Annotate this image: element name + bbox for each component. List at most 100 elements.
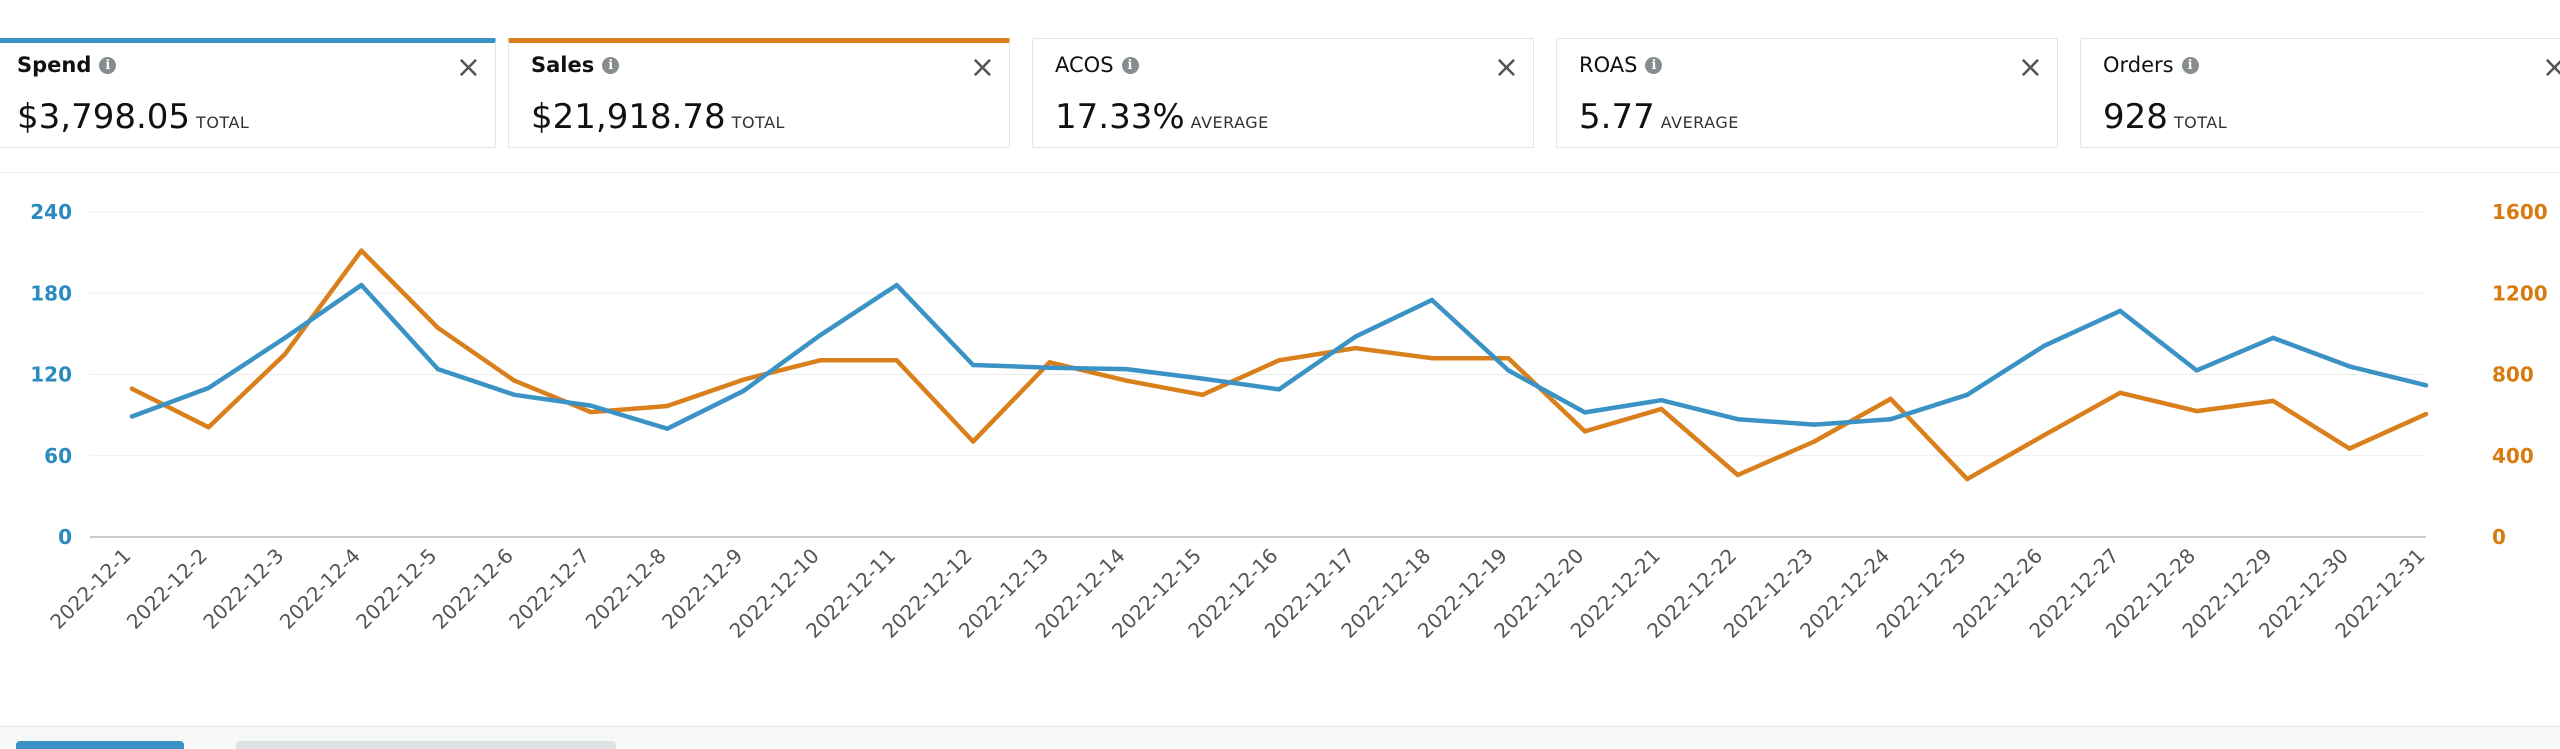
data-point-sales (512, 378, 517, 383)
x-tick-label: 2022-12-3 (198, 544, 288, 634)
data-point-spend (435, 366, 441, 372)
y-right-tick-label: 400 (2492, 444, 2534, 468)
data-point-spend (588, 403, 593, 408)
metric-tile-orders[interactable]: Orders i × 928 TOTAL (2080, 38, 2560, 148)
tile-value: $3,798.05 (17, 97, 191, 137)
data-point-spend (1506, 368, 1511, 373)
data-point-spend (2347, 364, 2352, 369)
tile-header: Spend i (17, 53, 117, 77)
tile-label: Sales (531, 53, 595, 77)
y-right-tick-label: 800 (2492, 363, 2534, 387)
x-tick-label: 2022-12-8 (581, 544, 671, 634)
tile-value: 928 (2103, 97, 2168, 137)
data-point-sales (588, 409, 593, 415)
data-point-sales (894, 358, 899, 363)
data-point-sales (665, 403, 670, 409)
data-point-sales (741, 377, 746, 382)
data-point-spend (1353, 334, 1358, 339)
info-icon[interactable]: i (2181, 56, 2199, 74)
data-point-spend (206, 385, 211, 391)
metric-tile-spend[interactable]: Spend i × $3,798.05 TOTAL (0, 38, 496, 148)
x-tick-label: 2022-12-6 (428, 544, 518, 634)
data-point-sales (1812, 439, 1817, 444)
tile-value: 17.33% (1055, 97, 1185, 137)
tile-suffix: TOTAL (2173, 113, 2228, 132)
data-point-sales (206, 425, 211, 430)
y-left-tick-label: 240 (30, 200, 72, 224)
tile-value-row: 5.77 AVERAGE (1579, 97, 1739, 137)
data-point-sales (359, 248, 364, 253)
data-point-sales (1888, 396, 1893, 402)
close-icon[interactable]: × (455, 50, 481, 85)
data-point-sales (435, 325, 441, 330)
data-point-spend (1582, 410, 1588, 415)
tile-header: ROAS i (1579, 53, 1663, 77)
x-tick-label: 2022-12-4 (275, 544, 365, 634)
data-point-sales (970, 439, 976, 444)
data-point-sales (2347, 446, 2352, 451)
tile-value: 5.77 (1579, 97, 1655, 137)
info-icon[interactable]: i (602, 56, 620, 74)
tile-value-row: $21,918.78 TOTAL (531, 97, 785, 137)
metric-tile-sales[interactable]: Sales i × $21,918.78 TOTAL (508, 38, 1010, 148)
data-point-spend (2041, 343, 2046, 349)
close-icon[interactable]: × (969, 50, 995, 85)
divider (0, 172, 2560, 173)
data-point-sales (1276, 358, 1282, 363)
data-point-sales (818, 358, 823, 363)
tile-suffix: AVERAGE (1660, 113, 1739, 132)
tile-value-row: 928 TOTAL (2103, 97, 2227, 137)
data-point-sales (1506, 356, 1511, 361)
data-point-spend (1200, 376, 1205, 381)
data-point-sales (1659, 406, 1664, 412)
data-point-spend (1965, 392, 1970, 398)
x-tick-label: 2022-12-5 (351, 544, 441, 634)
data-point-spend (282, 335, 288, 341)
data-point-spend (512, 392, 517, 398)
bottom-primary-button[interactable] (16, 741, 184, 749)
info-icon[interactable]: i (1645, 56, 1663, 74)
data-point-sales (129, 386, 135, 391)
data-point-spend (2117, 308, 2123, 314)
data-point-spend (1812, 422, 1817, 427)
data-point-spend (1888, 416, 1893, 422)
tile-suffix: TOTAL (731, 113, 785, 132)
info-icon[interactable]: i (99, 56, 117, 74)
data-point-spend (1276, 387, 1282, 392)
tile-label: ACOS (1055, 53, 1114, 77)
metric-tile-roas[interactable]: ROAS i × 5.77 AVERAGE (1556, 38, 2058, 148)
tile-header: ACOS i (1055, 53, 1139, 77)
close-icon[interactable]: × (1493, 50, 1519, 85)
data-point-spend (2423, 383, 2429, 388)
y-right-tick-label: 1200 (2492, 281, 2548, 305)
bottom-secondary-button[interactable] (236, 741, 616, 749)
data-point-sales (2270, 398, 2276, 404)
data-point-sales (282, 351, 288, 357)
x-tick-label: 2022-12-1 (45, 544, 135, 634)
close-icon[interactable]: × (2541, 50, 2560, 85)
info-icon[interactable]: i (1121, 56, 1139, 74)
metric-tile-acos[interactable]: ACOS i × 17.33% AVERAGE (1032, 38, 1534, 148)
data-point-spend (970, 362, 976, 368)
data-point-sales (1429, 356, 1435, 361)
data-point-spend (1123, 366, 1129, 372)
tile-label: Spend (17, 53, 92, 77)
data-point-spend (359, 282, 364, 288)
close-icon[interactable]: × (2017, 50, 2043, 85)
tile-value-row: 17.33% AVERAGE (1055, 97, 1269, 137)
data-point-sales (1735, 472, 1741, 478)
y-left-tick-label: 120 (30, 363, 72, 387)
data-point-sales (2117, 390, 2123, 395)
data-point-sales (1200, 392, 1205, 398)
data-point-spend (2194, 368, 2199, 373)
data-point-spend (1659, 398, 1664, 403)
tile-label: Orders (2103, 53, 2174, 77)
data-point-sales (2041, 433, 2046, 438)
x-tick-label: 2022-12-2 (122, 544, 212, 634)
x-tick-label: 2022-12-7 (504, 544, 594, 634)
series-line-sales (129, 248, 2429, 482)
data-point-sales (1353, 345, 1358, 351)
data-point-spend (665, 426, 670, 431)
tile-value: $21,918.78 (531, 97, 726, 137)
data-point-spend (1735, 416, 1741, 422)
